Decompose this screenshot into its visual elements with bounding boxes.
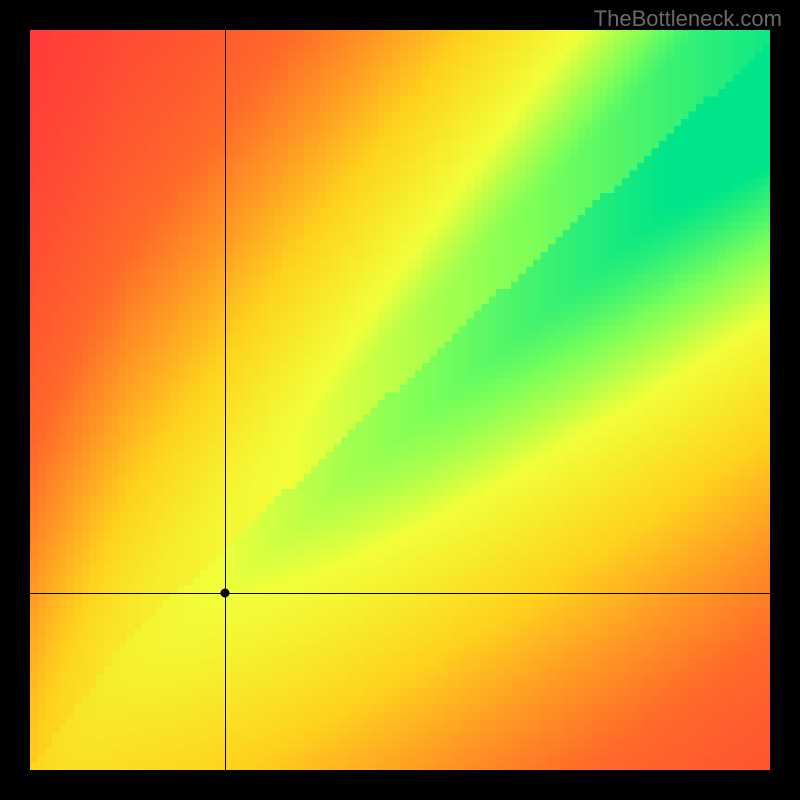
heatmap-plot <box>30 30 770 770</box>
watermark-text: TheBottleneck.com <box>594 6 782 32</box>
crosshair-horizontal <box>30 593 770 594</box>
crosshair-vertical <box>225 30 226 770</box>
heatmap-canvas <box>30 30 770 770</box>
crosshair-marker <box>221 589 230 598</box>
